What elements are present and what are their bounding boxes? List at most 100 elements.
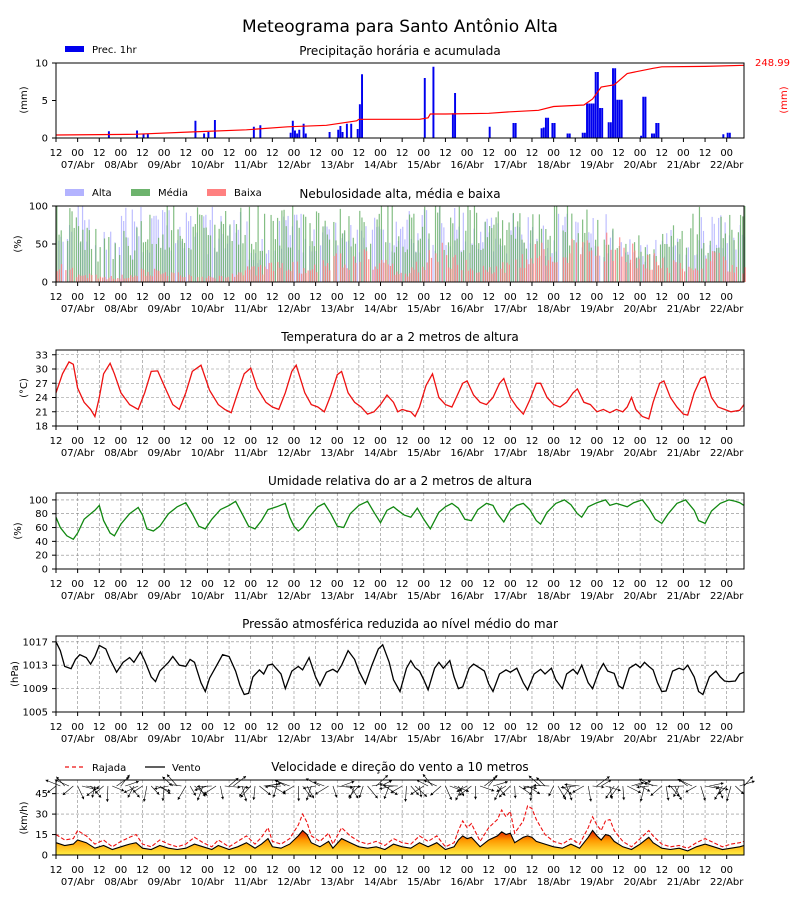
precip-bar — [583, 132, 586, 138]
x-hour-label: 12 — [699, 436, 712, 447]
wind-arrow-head — [177, 796, 181, 800]
wind-arrow — [265, 785, 282, 788]
cloud-bar — [279, 267, 281, 282]
wind-arrow-head — [384, 775, 388, 779]
x-hour-label: 00 — [331, 865, 344, 876]
cloud-bar — [413, 213, 415, 282]
cloud-bar — [108, 277, 110, 282]
cloud-bar — [233, 220, 235, 282]
cloud-bar — [607, 244, 610, 282]
cloud-bar — [495, 266, 497, 282]
cloud-bar — [240, 272, 242, 282]
cloud-bar — [69, 208, 71, 282]
x-hour-label: 00 — [547, 865, 560, 876]
wind-arrow-head — [246, 785, 249, 789]
cloud-bar — [99, 247, 101, 282]
x-date-label: 09/Abr — [147, 304, 181, 315]
cloud-bar — [445, 245, 447, 282]
x-hour-label: 00 — [591, 865, 604, 876]
x-hour-label: 12 — [93, 148, 106, 159]
cloud-bar — [212, 277, 214, 282]
cloud-bar — [97, 278, 99, 282]
cloud-bar — [456, 238, 458, 282]
cloud-bar — [350, 246, 352, 282]
x-hour-label: 00 — [288, 865, 301, 876]
cloud-bar — [588, 251, 591, 282]
cloud-bar — [489, 226, 491, 282]
wind-arrow-head — [601, 785, 605, 789]
precip-bar — [451, 113, 454, 138]
cloud-bar — [293, 214, 296, 282]
y-tick-label: 50 — [35, 240, 48, 251]
cloud-bar — [725, 260, 727, 282]
wind-arrow-head — [94, 790, 98, 794]
cloud-bar — [333, 255, 335, 282]
cloud-bar — [318, 212, 320, 282]
precip-bar — [252, 126, 255, 138]
wind-arrow-head — [203, 791, 207, 795]
precip-bar — [512, 123, 515, 138]
wind-arrow-head — [522, 786, 526, 790]
cloud-bar — [353, 256, 355, 282]
cloud-bar — [313, 246, 315, 282]
wind-arrow-head — [135, 780, 139, 784]
x-date-label: 17/Abr — [494, 591, 528, 602]
x-hour-label: 00 — [591, 436, 604, 447]
x-hour-label: 00 — [461, 722, 474, 733]
x-hour-label: 12 — [136, 436, 149, 447]
wind-arrow — [518, 785, 533, 795]
y-tick-label: 10 — [35, 59, 48, 70]
wind-arrow — [274, 780, 290, 787]
wind-arrow-head — [313, 781, 317, 785]
wind-arrow-head — [358, 794, 362, 798]
cloud-bar — [450, 217, 452, 282]
wind-arrow-head — [126, 777, 130, 780]
cloud-bar — [257, 266, 259, 282]
x-date-label: 22/Abr — [710, 160, 744, 171]
cloud-bar — [361, 217, 363, 282]
cloud-bar — [201, 215, 203, 282]
cloud-bar — [209, 235, 212, 282]
x-hour-label: 12 — [482, 148, 495, 159]
x-hour-label: 12 — [353, 722, 366, 733]
x-hour-label: 00 — [158, 722, 171, 733]
x-hour-label: 00 — [71, 579, 84, 590]
wind-arrow-head — [202, 793, 206, 797]
wind-arrow-head — [379, 786, 383, 790]
cloud-bar — [95, 274, 97, 282]
cloud-bar — [214, 278, 216, 282]
x-date-label: 13/Abr — [321, 448, 355, 459]
wind-ylabel: (km/h) — [19, 801, 30, 834]
cloud-bar — [218, 275, 221, 282]
cloud-bar — [327, 263, 329, 282]
cloud-bar — [404, 252, 406, 282]
cloud-bar — [117, 278, 119, 282]
cloud-bar — [590, 250, 593, 282]
cloud-bar — [225, 277, 227, 282]
x-hour-label: 00 — [244, 148, 257, 159]
cloud-bar — [283, 209, 285, 282]
x-date-label: 15/Abr — [407, 591, 441, 602]
wind-arrow-head — [161, 798, 165, 801]
cloud-bar — [378, 263, 381, 282]
cloud-bar — [82, 275, 84, 282]
x-hour-label: 00 — [547, 579, 560, 590]
x-hour-label: 00 — [115, 722, 128, 733]
x-hour-label: 12 — [699, 865, 712, 876]
cloud-bar — [298, 273, 301, 282]
cloud-bar — [307, 270, 309, 282]
x-hour-label: 00 — [634, 148, 647, 159]
x-hour-label: 00 — [201, 148, 214, 159]
precip-bar — [350, 123, 353, 138]
wind-arrow-head — [154, 786, 158, 790]
cloud-bar — [112, 259, 114, 282]
cloud-bar — [461, 270, 463, 282]
cloud-bar — [255, 242, 257, 282]
cloud-legend-high: Alta — [92, 188, 112, 199]
cloud-bar — [400, 272, 402, 282]
wind-arrow-head — [404, 798, 408, 802]
cloud-bar — [199, 214, 201, 282]
cloud-bar — [659, 244, 662, 282]
wind-arrow-head — [666, 797, 670, 801]
cloud-bar — [170, 230, 173, 282]
